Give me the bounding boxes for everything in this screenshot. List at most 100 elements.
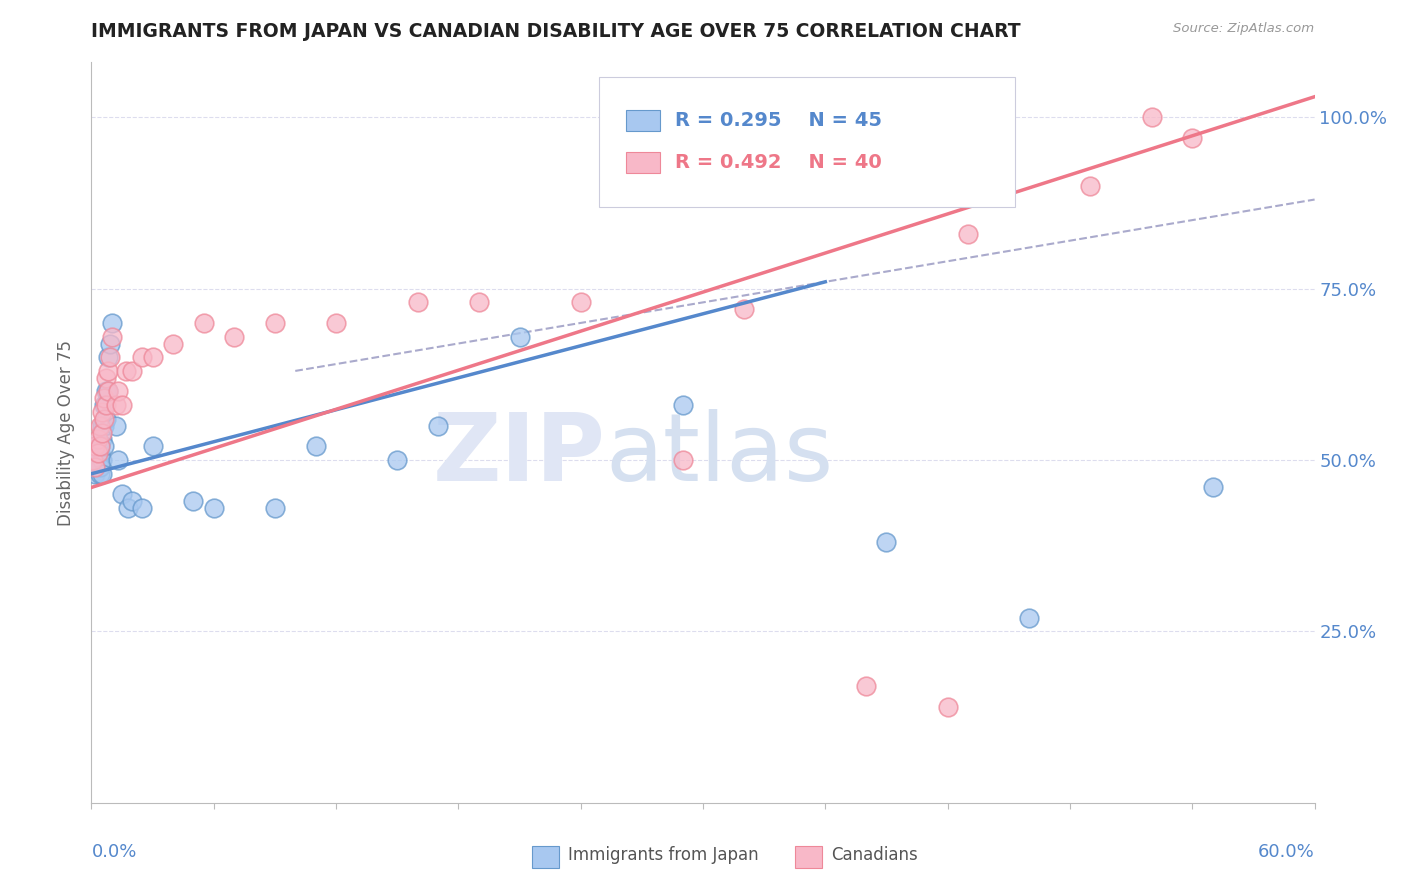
Point [104,398,127,412]
Point [94,371,117,385]
Point [94,384,117,399]
Point [509,329,531,343]
FancyBboxPatch shape [794,846,821,868]
Point [936,699,959,714]
Point [855,679,877,693]
Text: atlas: atlas [605,409,834,500]
Point [89,439,111,453]
Point [84,439,107,453]
Point [1140,110,1163,124]
Text: Canadians: Canadians [831,846,918,863]
Point [90,453,112,467]
Point [672,398,695,412]
Point [90,425,112,440]
Point [89,418,111,433]
Point [385,453,409,467]
Point [84,467,107,481]
Point [90,405,112,419]
Point [90,433,112,447]
Point [86,453,108,467]
Point [82,453,104,467]
Point [86,446,108,460]
Point [193,316,215,330]
Point [84,453,107,467]
Point [93,392,115,406]
Point [1080,178,1102,193]
Point [90,418,112,433]
Point [86,453,108,467]
Point [162,336,184,351]
Text: Immigrants from Japan: Immigrants from Japan [568,846,759,863]
Point [94,412,117,426]
Point [89,439,111,453]
Point [141,439,163,453]
Text: 0.0%: 0.0% [91,843,136,861]
Point [1018,610,1040,624]
Point [956,227,979,241]
Point [131,501,153,516]
Point [304,439,326,453]
Point [89,453,111,467]
Point [111,398,134,412]
Point [202,501,225,516]
Point [86,459,108,474]
Point [121,494,143,508]
Point [569,295,592,310]
Text: 60.0%: 60.0% [1258,843,1315,861]
Point [111,487,134,501]
Point [264,501,287,516]
Point [94,398,117,412]
Point [89,467,111,481]
FancyBboxPatch shape [599,78,1015,207]
Point [733,302,755,317]
Point [406,295,429,310]
Point [82,459,104,474]
Point [82,453,104,467]
Point [183,494,205,508]
Point [1202,480,1225,494]
Point [672,453,695,467]
Point [104,418,127,433]
Point [1181,131,1204,145]
FancyBboxPatch shape [626,152,661,173]
Point [97,350,120,364]
Point [467,295,491,310]
Point [427,418,450,433]
Text: Source: ZipAtlas.com: Source: ZipAtlas.com [1174,22,1315,36]
Point [97,364,120,378]
Point [115,364,138,378]
Point [107,453,129,467]
Point [121,364,143,378]
Point [93,439,115,453]
Point [141,350,163,364]
Point [84,459,107,474]
Point [97,384,120,399]
Point [89,446,111,460]
Point [101,316,124,330]
Point [84,439,107,453]
Point [101,329,124,343]
Point [98,336,121,351]
Point [86,446,108,460]
Point [93,412,115,426]
Point [86,433,108,447]
Point [97,384,120,399]
Point [89,459,111,474]
FancyBboxPatch shape [626,110,661,130]
Text: IMMIGRANTS FROM JAPAN VS CANADIAN DISABILITY AGE OVER 75 CORRELATION CHART: IMMIGRANTS FROM JAPAN VS CANADIAN DISABI… [91,22,1021,41]
Point [222,329,246,343]
Point [93,398,115,412]
Point [264,316,287,330]
Point [325,316,347,330]
Y-axis label: Disability Age Over 75: Disability Age Over 75 [58,340,76,525]
Point [107,384,129,399]
Point [875,535,898,549]
Text: R = 0.492    N = 40: R = 0.492 N = 40 [675,153,882,172]
Point [98,350,121,364]
Text: R = 0.295    N = 45: R = 0.295 N = 45 [675,111,882,129]
Point [131,350,153,364]
FancyBboxPatch shape [531,846,558,868]
Point [90,467,112,481]
Text: ZIP: ZIP [432,409,605,500]
Point [93,418,115,433]
